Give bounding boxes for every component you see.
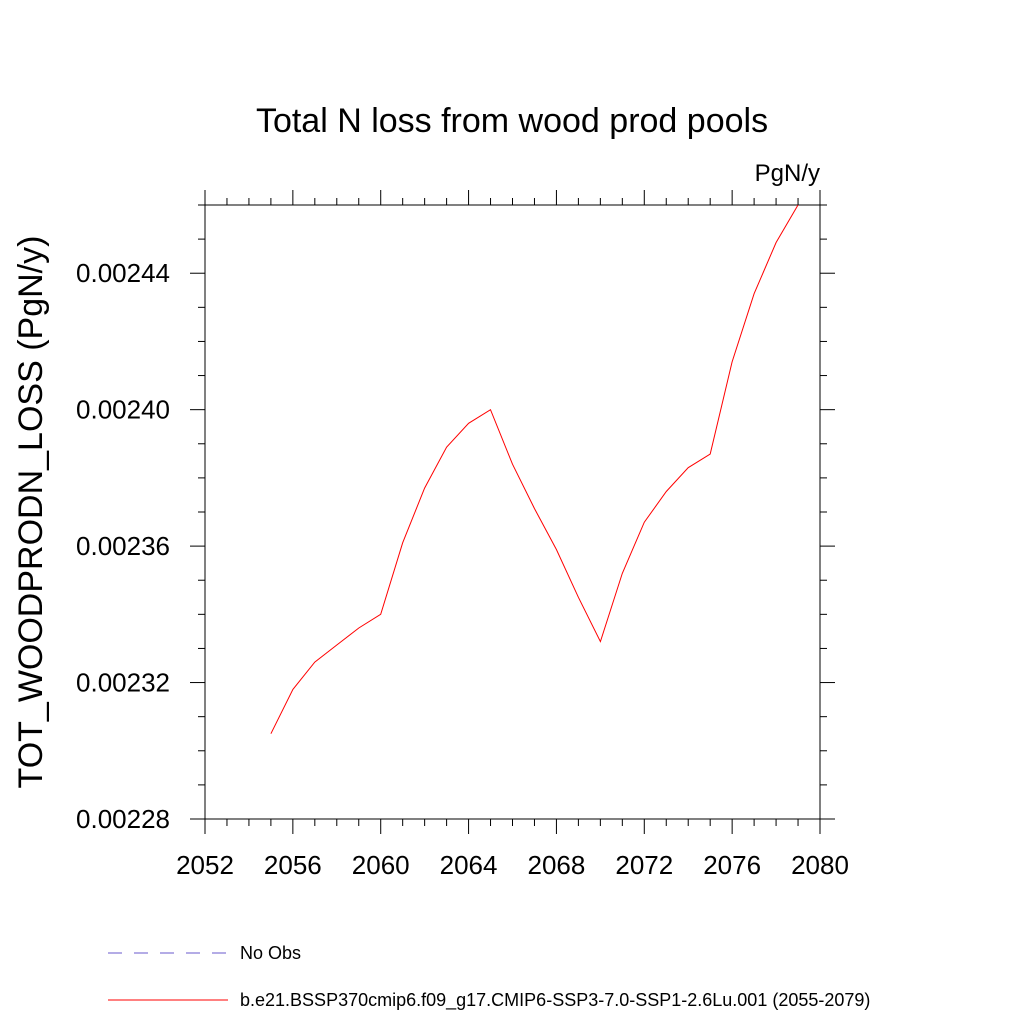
x-tick-label: 2068 (528, 850, 586, 880)
x-tick-label: 2064 (440, 850, 498, 880)
y-axis-label: TOT_WOODPRODN_LOSS (PgN/y) (12, 236, 50, 789)
y-tick-label: 0.00228 (76, 804, 170, 834)
y-tick-labels: 0.00228 0.00232 0.00236 0.00240 0.00244 (76, 258, 170, 834)
legend: No Obs b.e21.BSSP370cmip6.f09_g17.CMIP6-… (108, 943, 870, 1011)
y-tick-label: 0.00240 (76, 395, 170, 425)
x-tick-labels: 2052 2056 2060 2064 2068 2072 2076 2080 (176, 850, 849, 880)
x-tick-label: 2076 (703, 850, 761, 880)
y-tick-label: 0.00236 (76, 531, 170, 561)
series-line (270, 204, 799, 734)
y-tick-label: 0.00232 (76, 668, 170, 698)
legend-label-no-obs: No Obs (240, 943, 301, 963)
x-tick-label: 2080 (791, 850, 849, 880)
y-tick-label: 0.00244 (76, 258, 170, 288)
series-lines (270, 204, 799, 734)
x-tick-label: 2056 (264, 850, 322, 880)
x-tick-label: 2052 (176, 850, 234, 880)
x-tick-label: 2072 (615, 850, 673, 880)
axis-ticks (190, 190, 835, 834)
legend-label-model-run: b.e21.BSSP370cmip6.f09_g17.CMIP6-SSP3-7.… (240, 990, 870, 1011)
units-label: PgN/y (755, 160, 820, 187)
x-tick-label: 2060 (352, 850, 410, 880)
chart-title: Total N loss from wood prod pools (256, 102, 768, 140)
plot-frame (204, 204, 821, 820)
